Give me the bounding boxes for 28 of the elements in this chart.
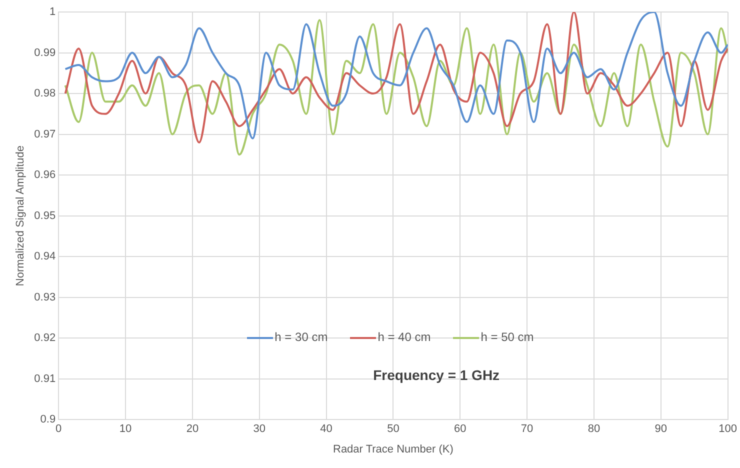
legend-label: h = 50 cm [480,330,534,344]
x-tick-label: 30 [253,423,266,436]
y-tick-label: 0.96 [34,169,56,182]
y-tick-label: 0.97 [34,128,56,140]
x-tick-label: 40 [320,423,332,436]
x-tick-label: 70 [520,423,534,436]
x-axis-title: Radar Trace Number (K) [333,443,454,456]
y-tick-label: 0.92 [34,332,56,344]
x-tick-label: 10 [119,423,132,436]
x-tick-label: 80 [588,423,600,436]
x-tick-label: 0 [56,423,62,436]
y-tick-label: 0.98 [34,88,56,100]
x-tick-label: 60 [454,423,466,436]
x-tick-label: 90 [654,423,668,436]
y-tick-label: 0.99 [34,46,56,59]
annotation: Frequency = 1 GHz [373,366,500,383]
x-tick-label: 20 [186,423,199,436]
y-axis-title: Normalized Signal Amplitude [14,145,27,286]
legend-label: h = 40 cm [376,330,431,344]
y-tick-label: 0.91 [34,372,56,385]
x-tick-label: 100 [718,423,738,436]
y-tick-label: 0.93 [34,291,56,304]
x-tick-label: 50 [387,423,400,436]
y-tick-label: 0.94 [34,250,56,263]
y-tick-label: 0.9 [40,414,56,426]
legend-label: h = 30 cm [274,330,328,344]
y-tick-label: 1 [49,6,56,18]
y-tick-label: 0.95 [34,210,56,222]
